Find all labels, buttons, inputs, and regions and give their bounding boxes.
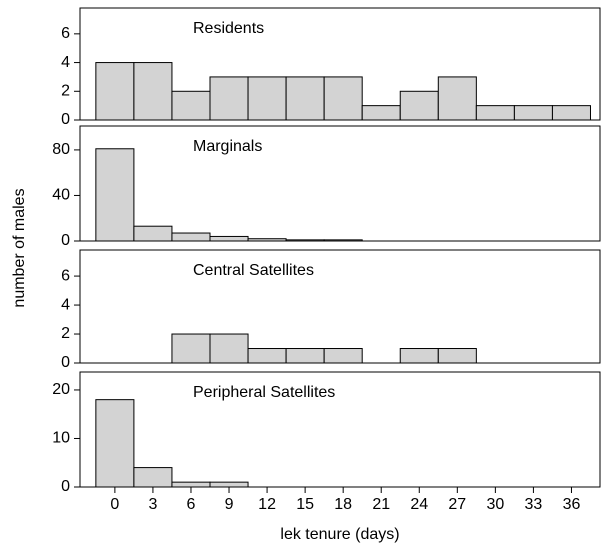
- bar: [133, 62, 173, 121]
- panel-frame: [79, 249, 601, 364]
- panel-frame: [79, 7, 601, 121]
- bar: [399, 348, 439, 364]
- bar: [95, 62, 135, 121]
- y-tick-label: 4: [61, 54, 70, 71]
- y-tick-label: 2: [61, 325, 70, 342]
- y-tick-label: 4: [61, 296, 70, 313]
- bar: [209, 481, 249, 488]
- bar: [285, 348, 325, 364]
- panel-title: Peripheral Satellites: [193, 384, 335, 401]
- y-tick-label: 0: [61, 111, 70, 128]
- bar: [209, 333, 249, 364]
- x-tick-label: 36: [563, 496, 581, 513]
- x-tick-label: 6: [187, 496, 196, 513]
- bar: [95, 399, 135, 488]
- bar: [209, 76, 249, 121]
- x-tick-label: 9: [225, 496, 234, 513]
- bar: [285, 76, 325, 121]
- bar: [171, 481, 211, 488]
- panel-title: Marginals: [193, 138, 262, 155]
- y-tick-label: 2: [61, 83, 70, 100]
- y-tick-label: 0: [61, 478, 70, 495]
- panel-title: Residents: [193, 20, 264, 37]
- x-tick-label: 21: [372, 496, 390, 513]
- y-tick-label: 6: [61, 267, 70, 284]
- bar: [437, 76, 477, 121]
- bar: [171, 232, 211, 242]
- y-tick-label: 80: [52, 141, 70, 158]
- x-tick-label: 15: [296, 496, 314, 513]
- y-tick-label: 0: [61, 232, 70, 249]
- bar: [399, 90, 439, 121]
- y-tick-label: 10: [52, 430, 70, 447]
- bar: [437, 348, 477, 364]
- x-tick-label: 3: [148, 496, 157, 513]
- panel-frame: [79, 125, 601, 242]
- x-tick-label: 0: [110, 496, 119, 513]
- bar: [551, 105, 591, 121]
- bar: [209, 235, 249, 242]
- x-tick-label: 12: [258, 496, 276, 513]
- panel-frame: [79, 371, 601, 488]
- x-tick-label: 24: [410, 496, 428, 513]
- bar: [247, 348, 287, 364]
- y-tick-label: 6: [61, 25, 70, 42]
- bar: [361, 105, 401, 121]
- panel-title: Central Satellites: [193, 262, 314, 279]
- bar: [171, 333, 211, 364]
- bar: [323, 348, 363, 364]
- bar: [323, 76, 363, 121]
- x-tick-label: 18: [334, 496, 352, 513]
- x-tick-label: 27: [448, 496, 466, 513]
- y-tick-label: 40: [52, 187, 70, 204]
- bar: [133, 467, 173, 488]
- y-tick-label: 0: [61, 354, 70, 371]
- bar: [247, 76, 287, 121]
- bar: [513, 105, 553, 121]
- y-axis-label: number of males: [11, 188, 28, 307]
- x-tick-label: 30: [486, 496, 504, 513]
- x-axis-label: lek tenure (days): [280, 526, 399, 543]
- bar: [475, 105, 515, 121]
- x-tick-label: 33: [525, 496, 543, 513]
- bar: [171, 90, 211, 121]
- y-tick-label: 20: [52, 381, 70, 398]
- bar: [95, 148, 135, 242]
- bar: [133, 225, 173, 242]
